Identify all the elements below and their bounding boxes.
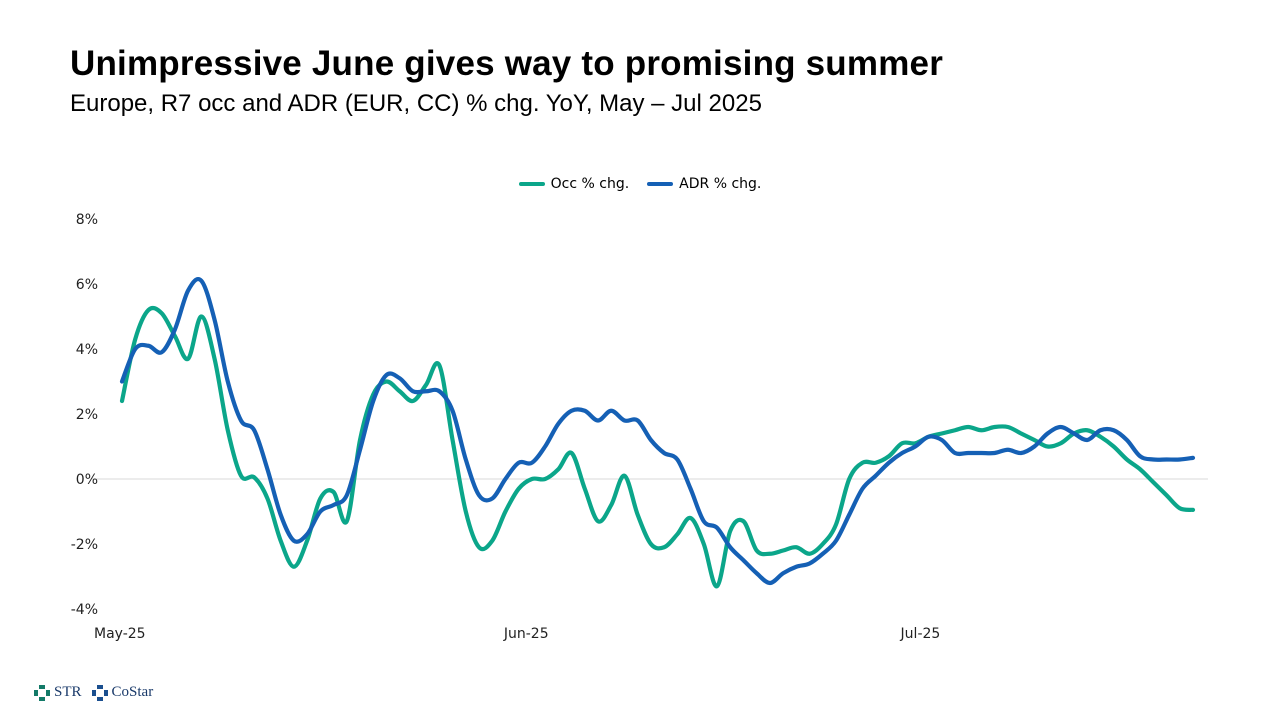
y-tick-label: 8% — [76, 212, 98, 228]
costar-logo-text: CoStar — [111, 684, 154, 700]
x-tick-label: May-25 — [94, 626, 146, 642]
str-logo-icon — [34, 684, 50, 701]
x-tick-label: Jul-25 — [900, 626, 941, 642]
x-tick-label: Jun-25 — [503, 626, 549, 642]
y-tick-label: 0% — [76, 472, 98, 488]
footer-logos: STR CoStar — [34, 684, 153, 701]
y-tick-label: -2% — [71, 537, 98, 553]
legend-label-occ: Occ % chg. — [550, 176, 630, 192]
chart-subtitle: Europe, R7 occ and ADR (EUR, CC) % chg. … — [70, 90, 762, 117]
costar-logo: CoStar — [91, 684, 154, 701]
y-tick-label: 6% — [76, 277, 98, 293]
series-line-adr — [119, 277, 1196, 586]
y-tick-label: 2% — [76, 407, 98, 423]
legend: Occ % chg. ADR % chg. — [0, 176, 1280, 192]
legend-item-occ: Occ % chg. — [518, 176, 630, 192]
legend-swatch-adr — [647, 182, 674, 186]
legend-swatch-occ — [518, 182, 545, 186]
y-tick-label: -4% — [71, 602, 98, 618]
legend-label-adr: ADR % chg. — [679, 176, 762, 192]
costar-logo-icon — [91, 684, 108, 701]
chart-title: Unimpressive June gives way to promising… — [70, 44, 944, 83]
str-logo-text: STR — [54, 684, 82, 700]
legend-item-adr: ADR % chg. — [647, 176, 761, 192]
series-line-occ — [119, 305, 1196, 589]
y-tick-label: 4% — [76, 342, 98, 358]
str-logo: STR — [34, 684, 82, 701]
